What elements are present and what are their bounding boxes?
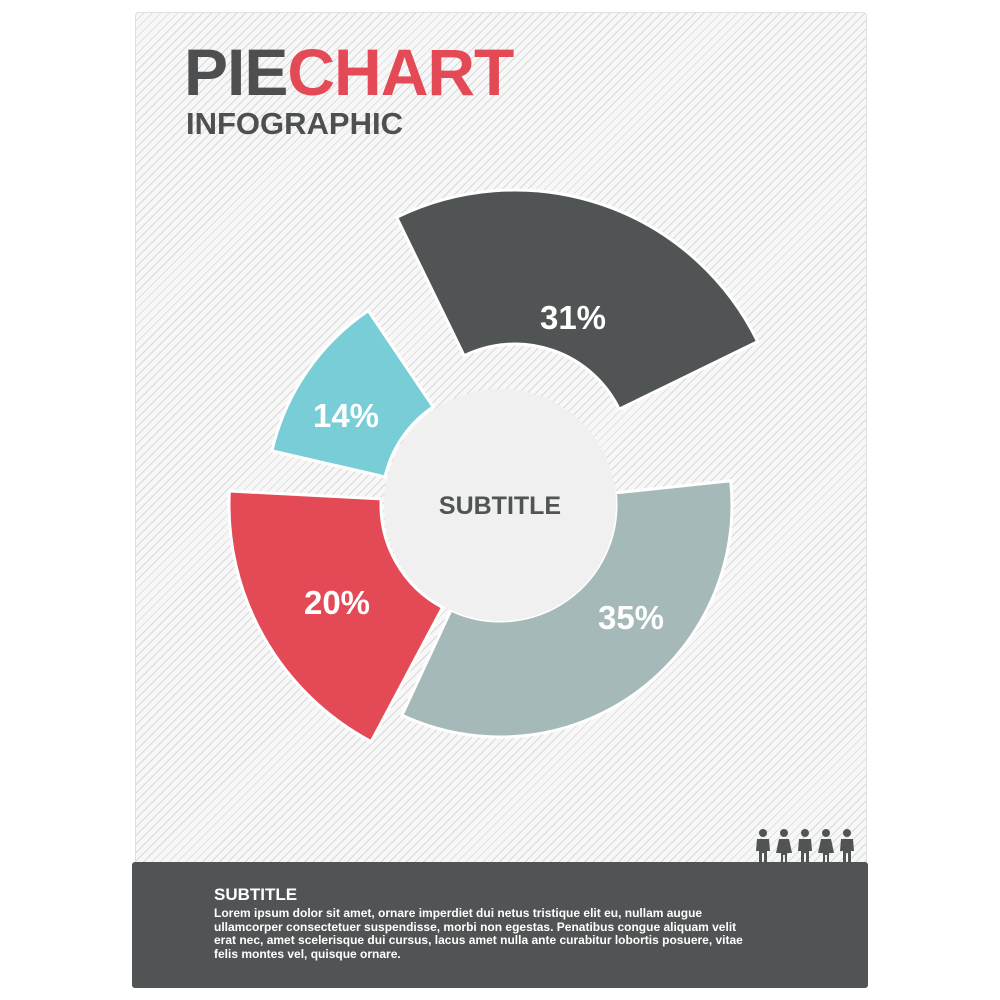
person-icon bbox=[840, 829, 854, 863]
person-icon bbox=[756, 829, 770, 863]
title-chart: CHART bbox=[287, 35, 514, 109]
footer-panel: SUBTITLE Lorem ipsum dolor sit amet, orn… bbox=[132, 862, 868, 988]
title-pie: PIE bbox=[184, 35, 288, 109]
person-icon bbox=[818, 829, 834, 863]
slice-label-31: 31% bbox=[540, 299, 606, 336]
person-icon bbox=[798, 829, 812, 863]
page-subtitle: INFOGRAPHIC bbox=[186, 106, 403, 141]
slice-label-14: 14% bbox=[313, 397, 379, 434]
footer-body: Lorem ipsum dolor sit amet, ornare imper… bbox=[214, 906, 743, 961]
center-label: SUBTITLE bbox=[439, 492, 561, 520]
person-icon bbox=[776, 829, 792, 863]
footer-title: SUBTITLE bbox=[214, 885, 298, 904]
pie-slice-14 bbox=[270, 308, 436, 479]
slice-label-20: 20% bbox=[304, 584, 370, 621]
pie-slice-31 bbox=[394, 188, 760, 412]
pie-slice-20 bbox=[227, 489, 445, 744]
people-group-icon bbox=[756, 829, 854, 863]
donut-center bbox=[384, 389, 616, 621]
page-title: PIECHART bbox=[184, 39, 514, 105]
slice-label-35: 35% bbox=[598, 599, 664, 636]
